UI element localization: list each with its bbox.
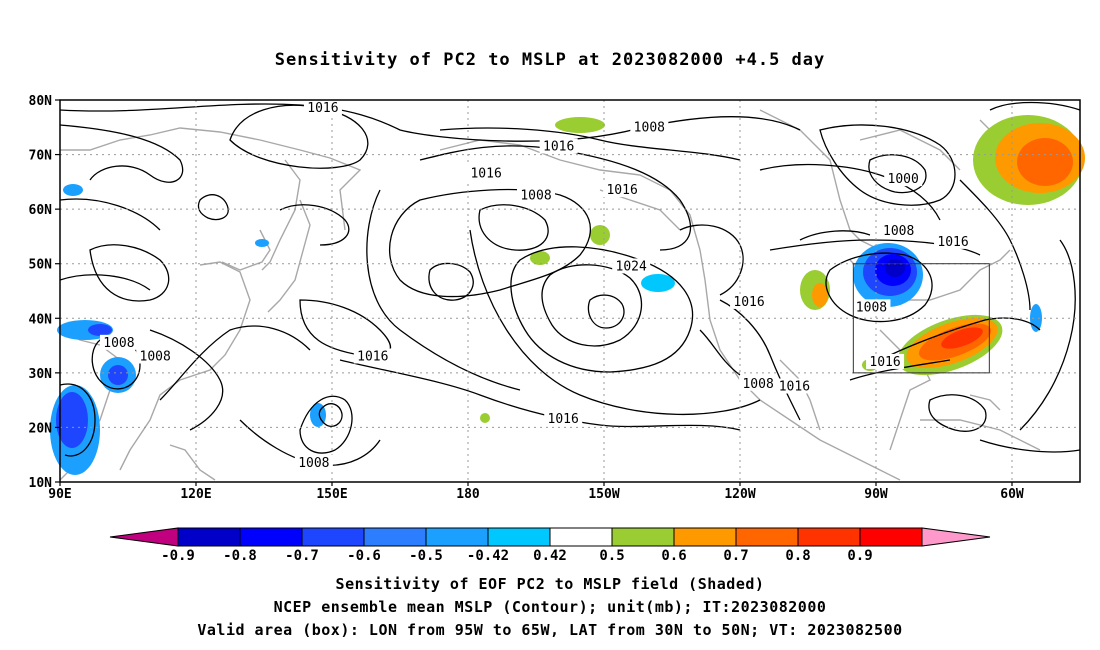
- contour-label-bg: [353, 348, 392, 364]
- colorbar-label: 0.6: [661, 548, 686, 564]
- contour-label: 1016: [733, 295, 764, 310]
- lat-tick-label: 10N: [29, 476, 53, 491]
- caption-contour: NCEP ensemble mean MSLP (Contour); unit(…: [273, 598, 827, 616]
- caption-shading: Sensitivity of EOF PC2 to MSLP field (Sh…: [335, 575, 765, 593]
- contour-label-bg: [517, 187, 555, 203]
- contour-label-bg: [866, 353, 905, 369]
- colorbar-bin: [177, 527, 241, 547]
- colorbar-bin: [301, 527, 365, 547]
- colorbar-bin: [735, 527, 799, 547]
- contour-label-bg: [852, 299, 891, 315]
- contour-label: 1016: [307, 101, 338, 116]
- colorbar-bin: [487, 527, 551, 547]
- lon-tick-label: 150W: [588, 487, 619, 502]
- contour-label: 1008: [140, 349, 171, 364]
- colorbar-label: -0.7: [285, 548, 319, 564]
- colorbar-bin: [425, 527, 489, 547]
- contour-label: 1016: [470, 167, 501, 182]
- contour-label: 1008: [103, 336, 134, 351]
- contour-label-bg: [934, 233, 973, 249]
- contour-label: 1016: [357, 349, 388, 364]
- lon-tick-label: 90W: [864, 487, 888, 502]
- contour-label: 1016: [937, 235, 968, 250]
- contour-label: 1000: [888, 172, 919, 187]
- lat-lon-grid: [60, 100, 1080, 482]
- lat-tick-label: 50N: [29, 258, 53, 273]
- contour-label: 1016: [869, 355, 900, 370]
- lat-tick-label: 40N: [29, 312, 53, 327]
- contour-label: 1008: [520, 189, 551, 204]
- colorbar: -0.9 -0.8 -0.7 -0.6 -0.5 -0.42 0.42 0.5 0.6 0.7 0.…: [109, 527, 991, 564]
- lat-tick-label: 80N: [29, 94, 53, 109]
- lon-tick-label: 90E: [48, 487, 71, 502]
- longitude-labels: 90E 120E 150E 180 150W 120W 90W 60W: [48, 482, 1024, 502]
- lat-tick-label: 70N: [29, 149, 53, 164]
- lon-tick-label: 120W: [724, 487, 755, 502]
- colorbar-high-arrow: [921, 527, 991, 547]
- mslp-contours: [59, 101, 1081, 467]
- colorbar-label: 0.5: [599, 548, 624, 564]
- colorbar-label: -0.8: [223, 548, 257, 564]
- contour-label-bg: [630, 119, 669, 135]
- contour-label: 1024: [616, 259, 647, 274]
- caption-valid-area: Valid area (box): LON from 95W to 65W, L…: [197, 621, 903, 639]
- lon-tick-label: 180: [456, 487, 480, 502]
- contour-label: 1016: [548, 412, 579, 427]
- colorbar-label: 0.42: [533, 548, 567, 564]
- lon-tick-label: 60W: [1000, 487, 1024, 502]
- contour-label-bg: [612, 258, 651, 274]
- contour-label-bg: [136, 348, 175, 364]
- contour-label-bg: [544, 411, 583, 427]
- contour-label: 1016: [779, 380, 810, 395]
- contour-label-bg: [739, 375, 778, 391]
- contour-label: 1008: [856, 300, 887, 315]
- contour-label: 1016: [543, 139, 574, 154]
- colorbar-bin: [673, 527, 737, 547]
- lon-tick-label: 150E: [316, 487, 347, 502]
- map-frame: [59, 99, 1081, 483]
- contour-label-bg: [884, 171, 923, 187]
- contour-label-bg: [539, 138, 578, 154]
- colorbar-bin: [859, 527, 923, 547]
- lat-tick-label: 20N: [29, 421, 53, 436]
- colorbar-label: 0.8: [785, 548, 810, 564]
- colorbar-low-arrow: [109, 527, 179, 547]
- map-title: Sensitivity of PC2 to MSLP at 2023082000…: [274, 50, 826, 70]
- colorbar-bin: [549, 527, 613, 547]
- contour-label: 1008: [742, 377, 773, 392]
- colorbar-label: 0.9: [847, 548, 872, 564]
- valid-area-box: [852, 263, 990, 374]
- contour-label: 1008: [634, 120, 665, 135]
- colorbar-label: -0.9: [161, 548, 195, 564]
- colorbar-bin: [363, 527, 427, 547]
- lon-tick-label: 120E: [180, 487, 211, 502]
- colorbar-label: 0.7: [723, 548, 748, 564]
- colorbar-label: -0.6: [347, 548, 381, 564]
- contour-label-bg: [99, 334, 138, 350]
- contour-label: 1008: [883, 224, 914, 239]
- contour-label-bg: [303, 100, 342, 116]
- colorbar-label: -0.5: [409, 548, 443, 564]
- contour-label-bg: [775, 378, 814, 394]
- colorbar-bin: [797, 527, 861, 547]
- lat-tick-label: 60N: [29, 203, 53, 218]
- lat-tick-label: 30N: [29, 367, 53, 382]
- colorbar-bin: [611, 527, 675, 547]
- contour-label-bg: [467, 165, 506, 181]
- contour-label-bg: [603, 182, 642, 198]
- sensitivity-shading: [50, 115, 1085, 475]
- contour-label: 1016: [606, 183, 637, 198]
- colorbar-bin: [239, 527, 303, 547]
- colorbar-label: -0.42: [467, 548, 509, 564]
- contour-labels: 1016 1008 1016 1016 1008 1016 1000 1008 1016 1024…: [99, 100, 973, 471]
- contour-label-bg: [730, 293, 769, 309]
- contour-label-bg: [879, 222, 918, 238]
- contour-label: 1008: [298, 456, 329, 471]
- contour-label-bg: [294, 454, 333, 470]
- latitude-labels: 80N 70N 60N 50N 40N 30N 20N 10N: [29, 94, 60, 491]
